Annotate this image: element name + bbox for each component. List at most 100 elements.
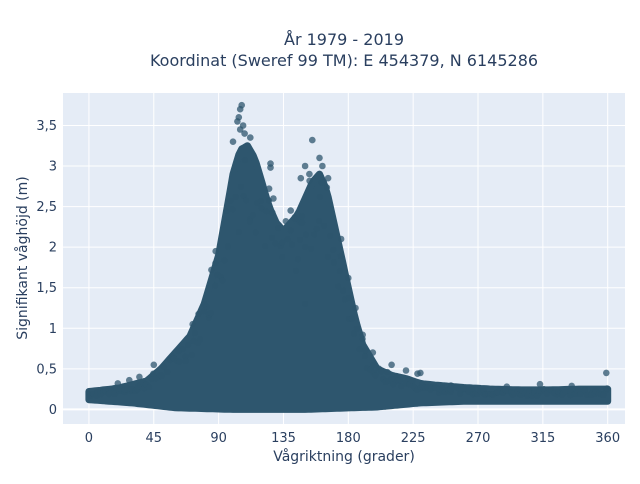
data-point (337, 235, 345, 243)
edge-point (237, 183, 245, 190)
edge-point (321, 222, 328, 229)
data-point (270, 195, 277, 202)
edge-point (575, 386, 582, 393)
edge-point (345, 294, 353, 301)
edge-point (227, 197, 234, 204)
edge-point (577, 391, 584, 398)
data-point (189, 320, 196, 328)
data-point (316, 154, 323, 162)
edge-point (235, 228, 242, 236)
edge-point (526, 387, 533, 394)
data-point (402, 367, 410, 374)
y-tick-label: 1,5 (36, 281, 57, 296)
data-point (241, 130, 248, 137)
edge-point (337, 253, 344, 260)
edge-point (221, 257, 228, 264)
edge-point (160, 363, 167, 370)
data-point (301, 300, 309, 308)
data-point (306, 170, 313, 178)
x-tick-label: 45 (146, 431, 163, 446)
edge-point (353, 325, 361, 332)
point-cloud-region (85, 142, 612, 413)
edge-point (223, 208, 230, 215)
x-tick-label: 360 (595, 431, 620, 446)
edge-point (182, 357, 189, 365)
edge-point (388, 375, 395, 383)
y-tick-label: 3 (49, 160, 57, 175)
edge-point (279, 239, 286, 246)
data-point (359, 331, 367, 339)
data-point (301, 162, 309, 170)
edge-point (257, 197, 265, 205)
edge-point (316, 193, 324, 200)
x-tick-label: 0 (85, 431, 93, 446)
edge-point (335, 283, 342, 290)
data-point (460, 385, 467, 392)
edge-point (330, 246, 337, 253)
data-point (414, 370, 421, 378)
edge-point (249, 211, 256, 219)
edge-point (288, 241, 296, 248)
edge-point (287, 227, 294, 234)
edge-point (252, 229, 259, 236)
edge-point (272, 240, 279, 247)
edge-point (262, 243, 269, 250)
edge-point (146, 384, 153, 391)
edge-point (212, 282, 219, 289)
x-axis-ticks: 0 45 90 135 180 225 270 315 360 (85, 431, 620, 446)
data-point (208, 266, 215, 274)
edge-point (164, 368, 171, 376)
x-tick-label: 225 (401, 431, 426, 446)
edge-point (302, 231, 310, 238)
edge-point (195, 310, 202, 318)
data-point (150, 361, 158, 369)
data-point (319, 162, 326, 170)
edge-point (150, 370, 157, 377)
edge-point (246, 218, 253, 225)
data-point (369, 349, 377, 356)
data-point (265, 185, 273, 192)
chart-title-line2: Koordinat (Sweref 99 TM): E 454379, N 61… (150, 51, 538, 70)
x-tick-label: 180 (336, 431, 361, 446)
edge-point (600, 391, 607, 399)
data-point (536, 380, 544, 388)
edge-point (313, 225, 320, 232)
edge-point (306, 177, 313, 184)
data-point (297, 174, 305, 182)
edge-point (263, 208, 270, 215)
data-point (234, 118, 241, 125)
data-point (175, 347, 182, 355)
edge-point (219, 277, 226, 284)
edge-point (158, 372, 165, 380)
edge-point (384, 368, 391, 376)
x-tick-label: 90 (210, 431, 227, 446)
edge-point (378, 368, 385, 375)
edge-point (111, 390, 118, 398)
edge-point (316, 217, 323, 225)
edge-point (336, 268, 343, 275)
data-point (388, 361, 395, 369)
data-point (298, 219, 306, 227)
edge-point (241, 157, 249, 164)
edge-point (185, 341, 192, 348)
edge-point (372, 372, 379, 379)
y-tick-label: 1 (49, 322, 57, 337)
edge-point (409, 377, 416, 384)
edge-point (350, 330, 358, 337)
y-tick-label: 0 (49, 403, 57, 418)
edge-point (243, 197, 250, 204)
data-point (320, 178, 328, 186)
y-axis-ticks: 0 0,5 1 1,5 2 2,5 3 3,5 (36, 119, 57, 418)
edge-point (268, 234, 276, 241)
edge-point (390, 381, 397, 388)
x-tick-label: 315 (530, 431, 555, 446)
data-point (287, 207, 295, 214)
edge-point (361, 353, 368, 360)
edge-point (298, 213, 306, 220)
data-point (324, 174, 332, 182)
edge-point (229, 206, 236, 213)
x-tick-label: 135 (271, 431, 296, 446)
y-tick-label: 2,5 (36, 200, 57, 215)
